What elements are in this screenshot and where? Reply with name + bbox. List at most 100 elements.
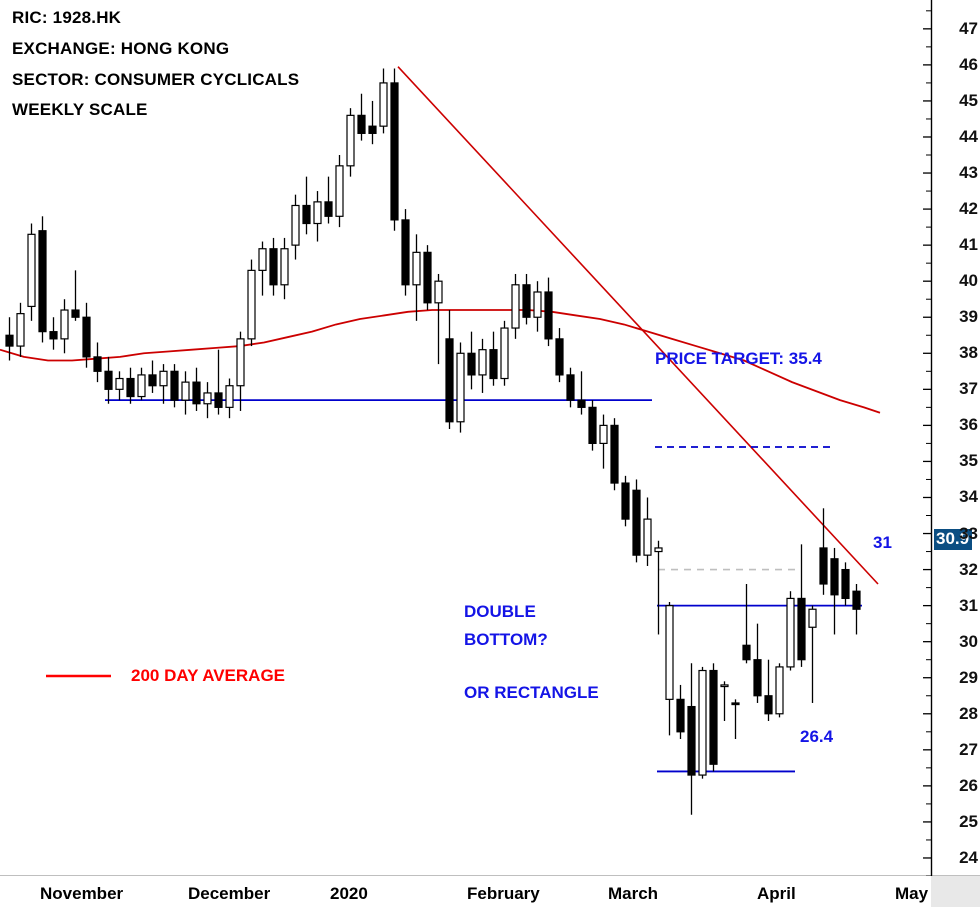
- price-axis-label-41: 41: [959, 235, 978, 255]
- candle: [357, 93, 366, 141]
- candle: [742, 584, 751, 664]
- price-axis-label-36: 36: [959, 415, 978, 435]
- xaxis-label-april: April: [757, 884, 796, 903]
- candle: [126, 367, 135, 404]
- candle: [390, 68, 399, 231]
- candle-body-down: [566, 374, 575, 401]
- candle: [258, 241, 267, 296]
- candle-body-down: [588, 406, 597, 445]
- candle: [687, 663, 696, 815]
- candle-body-down: [38, 230, 47, 333]
- candle: [819, 508, 828, 595]
- candle-body-up: [720, 684, 729, 688]
- candle: [192, 367, 201, 411]
- candle-body-up: [335, 165, 344, 217]
- candle: [621, 475, 630, 527]
- candle-body-down: [368, 125, 377, 134]
- candle: [698, 666, 707, 779]
- price-axis-label-47: 47: [959, 18, 978, 38]
- price-axis-label-37: 37: [959, 379, 978, 399]
- price-axis-label-29: 29: [959, 667, 978, 687]
- price-axis-label-43: 43: [959, 163, 978, 183]
- candle-body-down: [632, 489, 641, 556]
- candle-body-down: [841, 568, 850, 600]
- candle: [203, 382, 212, 419]
- candle-body-down: [5, 334, 14, 347]
- candle-body-down: [676, 698, 685, 733]
- header-exchange: EXCHANGE: HONG KONG: [12, 39, 230, 58]
- candle: [599, 414, 608, 469]
- candle: [170, 364, 179, 408]
- candle: [401, 209, 410, 296]
- label-resistance-31: 31: [873, 533, 892, 552]
- candle: [412, 234, 421, 321]
- candle-body-up: [247, 269, 256, 340]
- candle-body-up: [115, 377, 124, 390]
- candle: [5, 317, 14, 361]
- candle: [269, 237, 278, 296]
- price-axis-label-28: 28: [959, 703, 978, 723]
- annotation-price-target: PRICE TARGET: 35.4: [655, 349, 822, 368]
- candle: [555, 328, 564, 383]
- candle-body-up: [808, 608, 817, 628]
- candle: [214, 349, 223, 415]
- candle-body-up: [786, 597, 795, 668]
- price-axis-label-33: 33: [959, 523, 978, 543]
- candle-body-down: [401, 219, 410, 286]
- price-axis-label-42: 42: [959, 199, 978, 219]
- xaxis-label-2020: 2020: [330, 884, 368, 903]
- price-axis-label-31: 31: [959, 595, 978, 615]
- header-sector: SECTOR: CONSUMER CYCLICALS: [12, 70, 300, 89]
- price-axis-label-26: 26: [959, 775, 978, 795]
- candle: [665, 602, 674, 736]
- candle: [324, 176, 333, 224]
- candle-body-down: [192, 381, 201, 405]
- candle-body-down: [555, 338, 564, 376]
- candle-body-up: [137, 374, 146, 398]
- candle-body-down: [764, 695, 773, 715]
- candle-body-down: [797, 597, 806, 661]
- candle-body-up: [280, 248, 289, 286]
- candle: [830, 547, 839, 635]
- candle-body-down: [742, 644, 751, 661]
- candle-body-down: [819, 547, 828, 585]
- price-axis-label-32: 32: [959, 559, 978, 579]
- candle: [104, 356, 113, 404]
- candle-body-up: [16, 313, 25, 347]
- candle: [82, 302, 91, 368]
- candle-body-up: [478, 349, 487, 376]
- candle: [500, 320, 509, 386]
- candle-body-up: [27, 233, 36, 308]
- candle-body-up: [698, 669, 707, 776]
- price-axis-label-27: 27: [959, 739, 978, 759]
- candle-body-down: [610, 424, 619, 484]
- candle: [852, 584, 861, 635]
- xaxis-label-november: November: [40, 884, 124, 903]
- price-axis-label-38: 38: [959, 343, 978, 363]
- candle: [225, 378, 234, 419]
- candle: [379, 68, 388, 134]
- candle: [489, 331, 498, 386]
- xaxis-strip: [0, 876, 980, 907]
- candle-body-down: [302, 204, 311, 225]
- candle: [544, 277, 553, 347]
- candle-body-up: [291, 204, 300, 246]
- candle-body-down: [126, 377, 135, 398]
- candle-body-up: [511, 284, 520, 329]
- candle: [38, 216, 47, 343]
- label-support-264: 26.4: [800, 727, 834, 746]
- candle-body-up: [665, 605, 674, 700]
- moving-average-line: [0, 309, 881, 414]
- candle-body-up: [313, 201, 322, 225]
- candle: [27, 223, 36, 321]
- candle: [346, 108, 355, 177]
- candle-body-down: [269, 248, 278, 286]
- candle: [313, 191, 322, 242]
- price-axis-label-45: 45: [959, 90, 978, 110]
- candle: [137, 367, 146, 401]
- candle: [566, 367, 575, 408]
- candle: [93, 342, 102, 383]
- xaxis-corner-block: [931, 876, 980, 907]
- header-scale: WEEKLY SCALE: [12, 100, 148, 119]
